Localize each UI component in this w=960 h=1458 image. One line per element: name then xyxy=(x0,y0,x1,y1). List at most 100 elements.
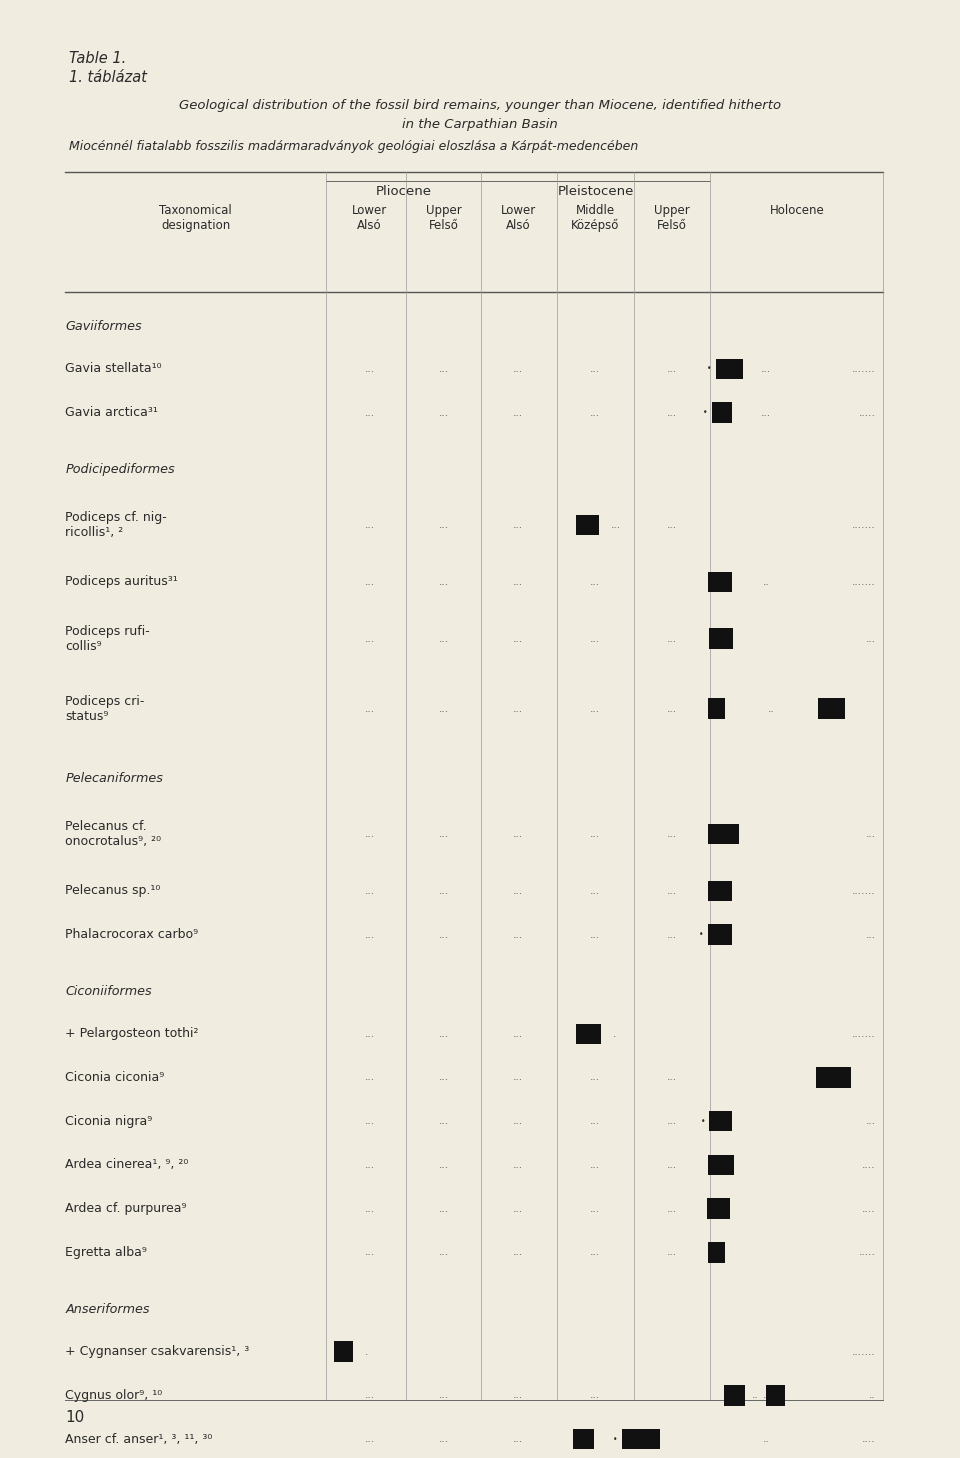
Text: ..: .. xyxy=(768,704,775,713)
Text: ...: ... xyxy=(514,1029,523,1038)
Text: .......: ....... xyxy=(852,364,876,373)
Text: ...: ... xyxy=(514,1391,523,1400)
Text: .......: ....... xyxy=(852,577,876,586)
Text: + Pelargosteon tothi²: + Pelargosteon tothi² xyxy=(65,1028,199,1040)
Text: •: • xyxy=(704,408,708,417)
Text: ...: ... xyxy=(514,704,523,713)
Text: ...: ... xyxy=(590,1248,600,1257)
Text: Ciconiiformes: Ciconiiformes xyxy=(65,986,152,997)
Text: ...: ... xyxy=(439,704,448,713)
Bar xyxy=(708,628,733,649)
Text: Lower
Alsó: Lower Alsó xyxy=(352,204,387,232)
Text: ...: ... xyxy=(590,408,600,417)
Text: ...: ... xyxy=(590,634,600,643)
Text: ..: .. xyxy=(752,1391,759,1400)
Text: ...: ... xyxy=(365,1435,374,1443)
Text: Egretta alba⁹: Egretta alba⁹ xyxy=(65,1247,147,1258)
Text: ...: ... xyxy=(590,1117,600,1126)
Text: ...: ... xyxy=(439,1161,448,1169)
Text: .: . xyxy=(365,1347,369,1356)
Bar xyxy=(708,1242,725,1263)
Text: ...: ... xyxy=(761,408,771,417)
Text: Miocénnél fiatalabb fosszilis madármaradványok geológiai eloszlása a Kárpát-mede: Miocénnél fiatalabb fosszilis madármarad… xyxy=(69,140,638,153)
Text: ...: ... xyxy=(590,1073,600,1082)
Text: •: • xyxy=(699,930,703,939)
Text: Anseriformes: Anseriformes xyxy=(65,1303,150,1315)
Bar xyxy=(724,1385,745,1406)
Text: ....: .... xyxy=(862,1161,876,1169)
Text: ...: ... xyxy=(667,1248,677,1257)
Text: Table 1.: Table 1. xyxy=(69,51,127,66)
Text: ...: ... xyxy=(365,1161,374,1169)
Text: Cygnus olor⁹, ¹⁰: Cygnus olor⁹, ¹⁰ xyxy=(65,1389,162,1401)
Bar xyxy=(816,1067,851,1088)
Text: ...: ... xyxy=(590,886,600,895)
Text: ...: ... xyxy=(439,886,448,895)
Text: ...: ... xyxy=(439,577,448,586)
Text: ...: ... xyxy=(590,364,600,373)
Text: ....: .... xyxy=(862,1204,876,1213)
Bar xyxy=(708,698,725,719)
Text: ...: ... xyxy=(667,364,677,373)
Text: ...: ... xyxy=(365,1073,374,1082)
Text: ....: .... xyxy=(862,1435,876,1443)
Text: ...: ... xyxy=(365,1391,374,1400)
Text: Taxonomical
designation: Taxonomical designation xyxy=(159,204,232,232)
Text: ...: ... xyxy=(667,1073,677,1082)
Text: ...: ... xyxy=(667,886,677,895)
Text: ...: ... xyxy=(365,1204,374,1213)
Text: Podiceps cf. nig-
ricollis¹, ²: Podiceps cf. nig- ricollis¹, ² xyxy=(65,510,167,539)
Text: ...: ... xyxy=(590,1161,600,1169)
Text: •: • xyxy=(708,364,711,373)
Bar xyxy=(707,1198,730,1219)
Text: ...: ... xyxy=(365,364,374,373)
Text: ...: ... xyxy=(365,704,374,713)
Text: ...: ... xyxy=(365,577,374,586)
Text: Podiceps rufi-
collis⁹: Podiceps rufi- collis⁹ xyxy=(65,624,150,653)
Bar xyxy=(708,824,739,844)
Text: ...: ... xyxy=(365,930,374,939)
Text: Pelecanus sp.¹⁰: Pelecanus sp.¹⁰ xyxy=(65,885,160,897)
Text: ...: ... xyxy=(439,1073,448,1082)
Text: ...: ... xyxy=(365,1117,374,1126)
Text: ...: ... xyxy=(865,930,876,939)
Bar xyxy=(708,1155,734,1175)
Bar xyxy=(818,698,845,719)
Bar xyxy=(709,1111,732,1131)
Text: ...: ... xyxy=(514,521,523,529)
Text: ...: ... xyxy=(365,1029,374,1038)
Text: + Cygnanser csakvarensis¹, ³: + Cygnanser csakvarensis¹, ³ xyxy=(65,1346,250,1357)
Text: ...: ... xyxy=(590,577,600,586)
Text: Ciconia ciconia⁹: Ciconia ciconia⁹ xyxy=(65,1072,164,1083)
Text: Gavia arctica³¹: Gavia arctica³¹ xyxy=(65,407,158,418)
Text: ...: ... xyxy=(865,1117,876,1126)
Text: in the Carpathian Basin: in the Carpathian Basin xyxy=(402,118,558,131)
Text: Upper
Felső: Upper Felső xyxy=(654,204,690,232)
Text: •: • xyxy=(613,1435,617,1443)
Text: ...: ... xyxy=(514,577,523,586)
Text: Anser cf. anser¹, ³, ¹¹, ³⁰: Anser cf. anser¹, ³, ¹¹, ³⁰ xyxy=(65,1433,212,1445)
Text: ...: ... xyxy=(439,634,448,643)
Text: Ardea cf. purpurea⁹: Ardea cf. purpurea⁹ xyxy=(65,1203,187,1215)
Text: .......: ....... xyxy=(852,1347,876,1356)
Text: ...: ... xyxy=(514,886,523,895)
Text: Podicipediformes: Podicipediformes xyxy=(65,464,175,475)
Text: ...: ... xyxy=(514,830,523,838)
Text: ...: ... xyxy=(667,1204,677,1213)
Text: Upper
Felső: Upper Felső xyxy=(425,204,462,232)
Bar xyxy=(712,402,732,423)
Text: ...: ... xyxy=(514,1117,523,1126)
Bar xyxy=(716,359,743,379)
Text: ...: ... xyxy=(439,408,448,417)
Text: ...: ... xyxy=(439,364,448,373)
Text: .....: ..... xyxy=(858,408,876,417)
Text: ...: ... xyxy=(590,704,600,713)
Bar xyxy=(576,1024,601,1044)
Text: ...: ... xyxy=(761,364,771,373)
Text: ...: ... xyxy=(439,521,448,529)
Text: .....: ..... xyxy=(858,1248,876,1257)
Text: ..: .. xyxy=(762,1391,770,1400)
Text: .......: ....... xyxy=(852,886,876,895)
Text: ...: ... xyxy=(514,1161,523,1169)
Text: ...: ... xyxy=(439,930,448,939)
